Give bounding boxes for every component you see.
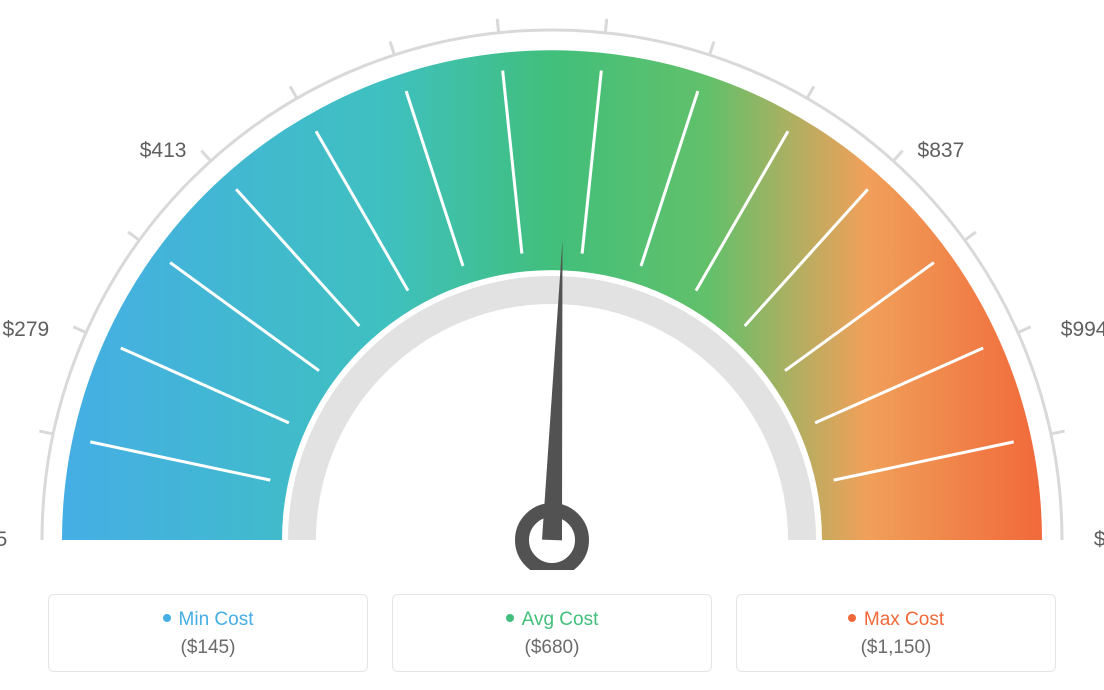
legend-title-text: Min Cost — [179, 609, 254, 630]
legend-title-avg: Avg Cost — [403, 609, 701, 631]
dot-icon — [506, 614, 514, 622]
legend-card-avg: Avg Cost ($680) — [392, 594, 712, 672]
legend-value-max: ($1,150) — [747, 637, 1045, 659]
dot-icon — [163, 614, 171, 622]
gauge-tick-label: $279 — [3, 318, 50, 342]
dot-icon — [848, 614, 856, 622]
legend-title-text: Max Cost — [864, 609, 944, 630]
legend-title-text: Avg Cost — [522, 609, 599, 630]
gauge-tick-label: $1,150 — [1094, 528, 1104, 552]
gauge-tick-label: $837 — [918, 139, 965, 163]
legend-value-min: ($145) — [59, 637, 357, 659]
gauge-tick-label: $994 — [1061, 318, 1104, 342]
legend-card-min: Min Cost ($145) — [48, 594, 368, 672]
legend-title-max: Max Cost — [747, 609, 1045, 631]
gauge-tick-label: $413 — [140, 139, 187, 163]
legend-title-min: Min Cost — [59, 609, 357, 631]
legend-row: Min Cost ($145) Avg Cost ($680) Max Cost… — [0, 594, 1104, 672]
gauge-chart: $145$279$413$680$837$994$1,150 — [0, 0, 1104, 570]
legend-card-max: Max Cost ($1,150) — [736, 594, 1056, 672]
legend-value-avg: ($680) — [403, 637, 701, 659]
gauge-tick-label: $145 — [0, 528, 7, 552]
gauge-svg — [0, 0, 1104, 570]
